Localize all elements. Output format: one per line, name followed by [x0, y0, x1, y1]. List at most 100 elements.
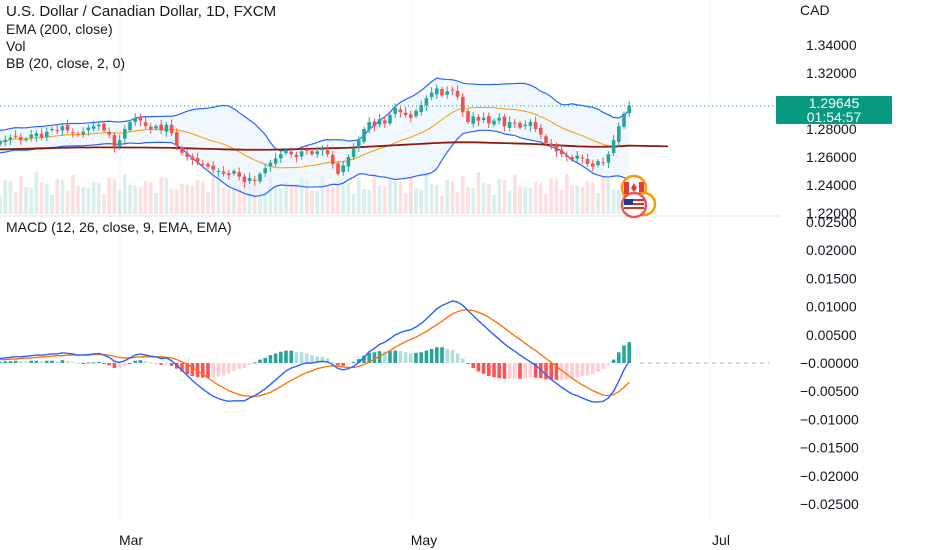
- volume-bar: [263, 192, 267, 214]
- volume-bar: [273, 187, 278, 214]
- volume-bar: [86, 188, 91, 214]
- volume-bar: [580, 187, 585, 214]
- volume-bar: [123, 174, 127, 214]
- symbol-title[interactable]: U.S. Dollar / Canadian Dollar, 1D, FXCM: [6, 3, 277, 20]
- macd-histogram-bar: [580, 363, 585, 376]
- volume-bar: [435, 185, 439, 214]
- macd-histogram-bar: [554, 363, 559, 380]
- macd-histogram-bar: [461, 358, 465, 363]
- candle-body: [112, 135, 117, 148]
- candle-body: [60, 126, 65, 131]
- time-axis[interactable]: Mar May Jul: [119, 532, 730, 548]
- volume-bar: [201, 181, 205, 214]
- macd-histogram-bar: [487, 363, 491, 376]
- macd-histogram-bar: [169, 363, 174, 366]
- us-flag-event-icon[interactable]: [620, 191, 657, 219]
- volume-bar: [393, 181, 397, 214]
- candle-body: [419, 105, 423, 112]
- candle-body: [180, 147, 184, 153]
- candle-body: [601, 162, 605, 164]
- indicator-macd-label[interactable]: MACD (12, 26, close, 9, EMA, EMA): [6, 219, 232, 235]
- macd-histogram-bar: [294, 351, 299, 363]
- macd-histogram-bar: [455, 353, 460, 363]
- volume-bar: [164, 178, 169, 214]
- volume-bar: [279, 188, 283, 214]
- candle-body: [435, 88, 439, 95]
- volume-bar: [601, 177, 605, 214]
- macd-tick-label: 0.01000: [806, 299, 857, 315]
- candle-body: [554, 145, 559, 152]
- candle-body: [393, 108, 397, 114]
- volume-bar: [372, 174, 377, 214]
- volume-bar: [216, 177, 221, 214]
- volume-bar: [554, 179, 559, 214]
- indicator-bb-label[interactable]: BB (20, close, 2, 0): [6, 55, 126, 71]
- macd-histogram-bar: [336, 363, 340, 366]
- macd-histogram-bar: [507, 363, 512, 379]
- candle-body: [580, 157, 585, 159]
- candle-body: [429, 92, 434, 98]
- macd-histogram-bar: [471, 363, 475, 369]
- volume-bar: [351, 194, 356, 214]
- candle-body: [377, 119, 382, 125]
- volume-bar: [232, 183, 236, 214]
- candle-body: [440, 88, 444, 96]
- volume-bar: [544, 194, 548, 214]
- macd-histogram-bar: [533, 363, 538, 378]
- volume-bar: [409, 177, 413, 214]
- indicator-ema-label[interactable]: EMA (200, close): [6, 21, 113, 37]
- volume-bar: [346, 183, 351, 214]
- candle-body: [461, 96, 465, 113]
- candle-body: [190, 156, 195, 160]
- volume-bar: [60, 180, 65, 214]
- candle-body: [299, 151, 304, 157]
- volume-bar: [13, 192, 18, 214]
- macd-histogram-bar: [206, 363, 210, 379]
- macd-histogram-bar: [3, 361, 7, 363]
- macd-histogram-bar: [617, 352, 621, 363]
- volume-bar: [414, 188, 418, 214]
- macd-histogram-bar: [86, 362, 91, 364]
- macd-histogram-bar: [622, 345, 626, 363]
- macd-histogram-bar: [117, 363, 122, 369]
- volume-bar: [341, 182, 345, 214]
- bb-upper-line: [0, 77, 630, 152]
- candle-body: [471, 116, 475, 124]
- macd-tick-label: −0.00500: [800, 383, 859, 399]
- macd-histogram-bar: [351, 361, 356, 363]
- candle-body: [201, 163, 205, 165]
- date-tick-label: May: [411, 532, 437, 548]
- macd-histogram-bar: [575, 363, 579, 378]
- candle-body: [476, 116, 481, 121]
- volume-bar: [128, 185, 132, 214]
- candle-body: [97, 124, 101, 127]
- volume-bar: [539, 183, 543, 214]
- candle-body: [279, 154, 283, 159]
- candle-body: [523, 124, 527, 126]
- macd-histogram-bar: [279, 351, 283, 363]
- date-tick-label: Mar: [119, 532, 143, 548]
- candle-body: [403, 112, 408, 115]
- candle-body: [466, 111, 470, 122]
- candle-body: [289, 151, 293, 155]
- macd-histogram-bar: [601, 363, 605, 370]
- economic-events[interactable]: [620, 174, 657, 219]
- volume-bar: [0, 196, 2, 214]
- macd-histogram-bar: [159, 363, 163, 365]
- macd-histogram-bar: [97, 361, 101, 363]
- macd-histogram-bar: [435, 347, 439, 363]
- candle-body: [487, 116, 491, 124]
- macd-histogram-bar: [429, 348, 434, 363]
- macd-histogram-bar: [227, 363, 231, 374]
- indicator-volume-label[interactable]: Vol: [6, 38, 26, 54]
- volume-bar: [289, 183, 293, 214]
- candle-body: [507, 122, 512, 128]
- macd-histogram-bar: [81, 363, 85, 364]
- volume-bar: [242, 185, 247, 214]
- volume-bar: [471, 188, 475, 214]
- macd-histogram-bar: [409, 353, 413, 363]
- bb-basis-line: [0, 106, 630, 169]
- candle-body: [50, 129, 54, 131]
- bb-fill: [0, 78, 630, 197]
